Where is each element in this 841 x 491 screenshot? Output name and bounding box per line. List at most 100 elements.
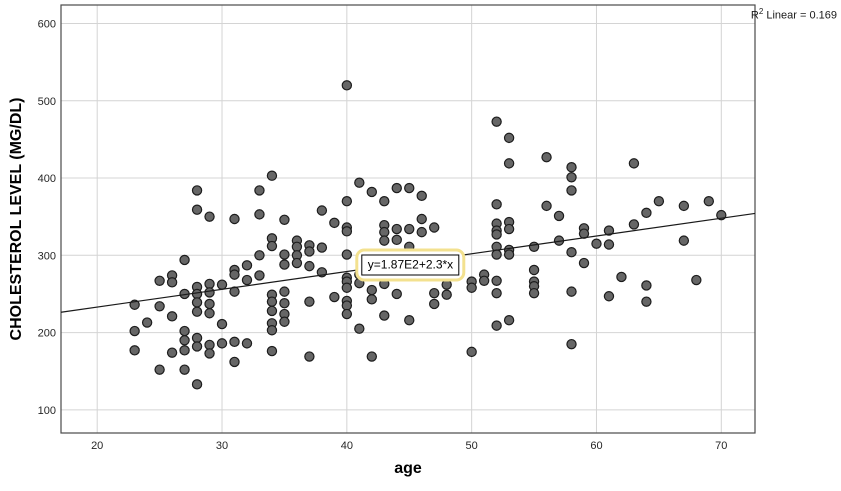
x-tick-label: 40 bbox=[341, 440, 353, 452]
data-point bbox=[391, 288, 402, 300]
data-point bbox=[628, 219, 640, 230]
data-point bbox=[578, 257, 590, 269]
data-point bbox=[304, 351, 315, 362]
x-tick-label: 30 bbox=[216, 440, 228, 452]
data-point bbox=[229, 269, 240, 280]
data-point bbox=[291, 257, 303, 269]
x-tick-label: 60 bbox=[590, 440, 602, 452]
data-point bbox=[216, 338, 228, 349]
data-point bbox=[341, 249, 353, 260]
data-point bbox=[366, 186, 378, 198]
data-point bbox=[429, 222, 440, 233]
r-squared-prefix: R bbox=[750, 9, 759, 22]
data-point bbox=[341, 282, 353, 293]
data-point bbox=[341, 226, 353, 237]
data-point bbox=[129, 345, 140, 356]
data-point bbox=[503, 315, 515, 326]
data-point bbox=[204, 298, 215, 310]
data-point bbox=[254, 270, 265, 281]
data-point bbox=[204, 211, 215, 222]
selection-highlight-ring: y=1.87E2+2.3*x bbox=[355, 248, 466, 282]
data-point bbox=[503, 249, 515, 260]
r-squared-text: Linear = 0.169 bbox=[763, 9, 837, 22]
data-point bbox=[541, 200, 552, 212]
y-tick-label: 500 bbox=[38, 96, 56, 108]
data-point bbox=[204, 339, 215, 351]
data-point bbox=[279, 214, 290, 225]
data-point bbox=[653, 196, 665, 207]
data-point bbox=[129, 325, 140, 337]
data-point bbox=[553, 210, 565, 222]
data-point bbox=[678, 200, 690, 212]
data-point bbox=[491, 249, 502, 260]
data-point bbox=[628, 158, 640, 169]
data-point bbox=[341, 300, 353, 311]
data-point bbox=[229, 213, 240, 225]
data-point bbox=[216, 318, 228, 330]
data-point bbox=[404, 182, 415, 194]
data-point bbox=[341, 80, 353, 91]
data-point bbox=[416, 190, 427, 202]
data-point bbox=[491, 320, 502, 331]
data-point bbox=[241, 260, 253, 271]
data-point bbox=[266, 170, 278, 181]
data-point bbox=[429, 298, 440, 310]
data-point bbox=[166, 347, 178, 358]
data-point bbox=[191, 204, 203, 215]
data-point bbox=[366, 284, 378, 296]
data-point bbox=[616, 271, 627, 283]
data-point bbox=[703, 196, 715, 207]
r-squared-superscript: 2 bbox=[758, 7, 764, 16]
x-axis-title: age bbox=[394, 460, 422, 477]
data-point bbox=[216, 279, 228, 290]
data-point bbox=[316, 205, 328, 216]
data-point bbox=[366, 351, 378, 362]
data-point bbox=[229, 356, 240, 368]
data-point bbox=[279, 316, 290, 327]
y-axis-title: CHOLESTEROL LEVEL (MG/DL) bbox=[8, 97, 25, 341]
data-point bbox=[166, 311, 178, 322]
data-point bbox=[566, 185, 577, 196]
equation-text: y=1.87E2+2.3*x bbox=[361, 254, 460, 276]
y-tick-label: 300 bbox=[38, 250, 56, 262]
data-point bbox=[266, 325, 278, 336]
data-point bbox=[641, 280, 652, 291]
data-point bbox=[379, 226, 390, 238]
data-point bbox=[528, 264, 540, 276]
data-point bbox=[591, 238, 602, 249]
data-point bbox=[154, 275, 165, 287]
data-point bbox=[354, 177, 365, 188]
data-point bbox=[204, 308, 215, 319]
data-point bbox=[528, 287, 540, 299]
data-point bbox=[191, 306, 203, 317]
data-point bbox=[341, 196, 353, 207]
data-point bbox=[566, 247, 577, 258]
data-point bbox=[204, 348, 215, 359]
regression-equation-label[interactable]: y=1.87E2+2.3*x bbox=[355, 248, 466, 282]
data-point bbox=[641, 207, 652, 219]
data-point bbox=[229, 336, 240, 348]
data-point bbox=[191, 379, 203, 390]
data-point bbox=[241, 338, 253, 349]
data-point bbox=[466, 346, 477, 358]
y-tick-label: 100 bbox=[38, 405, 56, 417]
plot-frame bbox=[60, 4, 756, 434]
data-point bbox=[191, 288, 203, 300]
data-point bbox=[416, 213, 427, 225]
data-point bbox=[279, 286, 290, 297]
data-point bbox=[566, 162, 577, 173]
data-point bbox=[304, 246, 315, 257]
data-point bbox=[191, 185, 203, 196]
data-point bbox=[441, 289, 452, 300]
data-point bbox=[266, 240, 278, 252]
data-point bbox=[329, 217, 340, 229]
data-point bbox=[279, 249, 290, 260]
x-tick-label: 50 bbox=[466, 440, 478, 452]
data-point bbox=[503, 223, 515, 235]
data-point bbox=[154, 301, 165, 312]
data-point bbox=[566, 286, 577, 297]
data-point bbox=[291, 241, 303, 253]
data-point bbox=[191, 297, 203, 308]
